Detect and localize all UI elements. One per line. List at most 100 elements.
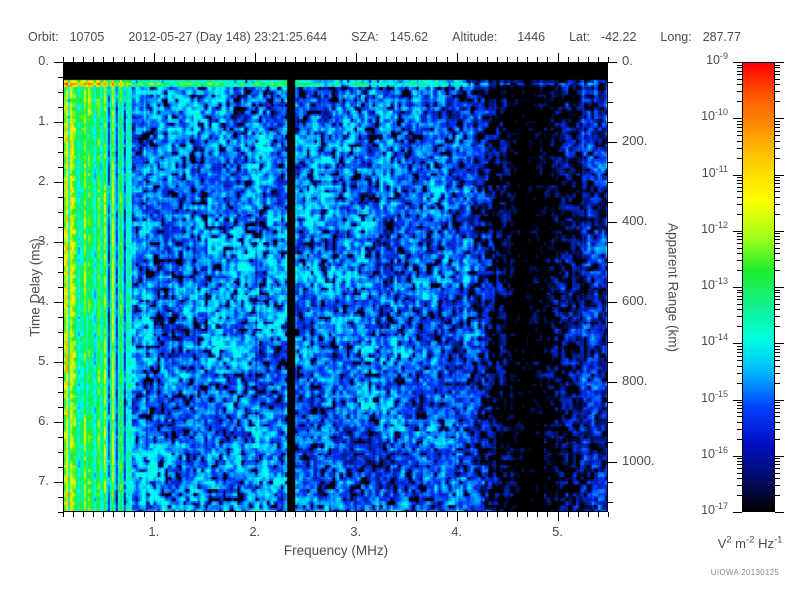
x-axis-minor-tick: [103, 512, 104, 517]
colorbar-minor-tick-left: [737, 197, 742, 198]
y-axis-minor-tick: [58, 92, 63, 93]
x-axis-minor-tick: [527, 512, 528, 517]
x-axis-minor-tick: [184, 512, 185, 517]
y-axis-tick-label: 4.: [38, 293, 49, 308]
x-axis-minor-tick: [588, 512, 589, 517]
colorbar-minor-tick-right: [775, 124, 780, 125]
colorbar-major-tick-left: [733, 400, 742, 401]
y-axis-major-tick: [54, 242, 63, 243]
y-axis-minor-tick: [58, 437, 63, 438]
colorbar-tick-label: 10-14: [701, 331, 728, 348]
colorbar-minor-tick-left: [737, 84, 742, 85]
y-axis-tick-label: 6.: [38, 413, 49, 428]
x-axis-minor-tick: [568, 512, 569, 517]
y2-axis-minor-tick: [608, 342, 613, 343]
y-axis-minor-tick: [58, 392, 63, 393]
x-axis-tick-top: [245, 57, 246, 62]
x-axis-major-tick: [558, 512, 559, 521]
y-axis-minor-tick: [58, 197, 63, 198]
y2-axis-minor-tick: [608, 482, 613, 483]
x-axis-tick-top: [235, 57, 236, 62]
x-axis-tick-top: [467, 57, 468, 62]
y2-axis-minor-tick: [608, 502, 613, 503]
orbit-label: Orbit:: [28, 30, 59, 44]
x-axis-tick-top: [113, 57, 114, 62]
colorbar-minor-tick-right: [775, 309, 780, 310]
x-axis-minor-tick: [124, 512, 125, 517]
y-axis-minor-tick: [58, 512, 63, 513]
x-axis-minor-tick: [436, 512, 437, 517]
colorbar-minor-tick-right: [775, 91, 780, 92]
colorbar-minor-tick-left: [737, 131, 742, 132]
y-axis-title-left: Time Delay (ms): [27, 238, 43, 337]
colorbar-major-tick-right: [775, 456, 784, 457]
colorbar-minor-tick-right: [775, 148, 780, 149]
y-axis-tick-label: 7.: [38, 473, 49, 488]
x-axis-tick-top: [477, 57, 478, 62]
y-axis-tick-label: 2.: [38, 173, 49, 188]
x-axis-minor-tick: [305, 512, 306, 517]
x-axis-tick-top: [154, 53, 155, 62]
colorbar-minor-tick-left: [737, 290, 742, 291]
colorbar-minor-tick-right: [775, 183, 780, 184]
colorbar-tick-label: 10-11: [701, 163, 728, 180]
y-axis-minor-tick: [58, 152, 63, 153]
x-axis-major-tick: [154, 512, 155, 521]
x-axis-tick-top: [63, 57, 64, 62]
x-axis-tick-top: [275, 57, 276, 62]
x-axis-tick-top: [507, 57, 508, 62]
colorbar-minor-tick-left: [737, 439, 742, 440]
colorbar-tick-label: 10-9: [706, 50, 728, 67]
x-axis-tick-top: [396, 57, 397, 62]
colorbar-minor-tick-left: [737, 326, 742, 327]
x-axis-minor-tick: [507, 512, 508, 517]
colorbar-minor-tick-left: [737, 180, 742, 181]
colorbar-minor-tick-left: [737, 236, 742, 237]
colorbar-minor-tick-left: [737, 233, 742, 234]
y-axis-minor-tick: [58, 317, 63, 318]
y-axis-minor-tick: [58, 227, 63, 228]
x-axis-tick-top: [608, 57, 609, 62]
colorbar-minor-tick-right: [775, 204, 780, 205]
colorbar-major-tick-right: [775, 343, 784, 344]
colorbar-minor-tick-left: [737, 183, 742, 184]
ionogram-spectrogram: [63, 62, 608, 512]
y2-axis-tick-label: 200.: [622, 133, 648, 148]
x-axis-tick-top: [124, 57, 125, 62]
x-axis-minor-tick: [346, 512, 347, 517]
x-axis-tick-top: [83, 57, 84, 62]
y-axis-minor-tick: [58, 497, 63, 498]
colorbar-minor-tick-right: [775, 299, 780, 300]
colorbar-minor-tick-left: [737, 101, 742, 102]
x-axis-tick-top: [416, 57, 417, 62]
x-axis-tick-top: [134, 57, 135, 62]
colorbar-minor-tick-left: [737, 270, 742, 271]
x-axis-tick-top: [457, 53, 458, 62]
colorbar-minor-tick-left: [737, 191, 742, 192]
colorbar-major-tick-right: [775, 231, 784, 232]
y-axis-major-tick: [54, 302, 63, 303]
colorbar-minor-tick-right: [775, 429, 780, 430]
y2-axis-minor-tick: [608, 262, 613, 263]
x-axis-minor-tick: [194, 512, 195, 517]
colorbar-minor-tick-left: [737, 74, 742, 75]
x-axis-tick-label: 3.: [350, 524, 362, 539]
colorbar-minor-tick-right: [775, 187, 780, 188]
y-axis-minor-tick: [58, 332, 63, 333]
colorbar-minor-tick-right: [775, 478, 780, 479]
x-axis-minor-tick: [598, 512, 599, 517]
colorbar-minor-tick-right: [775, 121, 780, 122]
x-axis-minor-tick: [396, 512, 397, 517]
colorbar-minor-tick-right: [775, 180, 780, 181]
colorbar-minor-tick-left: [737, 352, 742, 353]
colorbar-minor-tick-left: [737, 373, 742, 374]
colorbar-minor-tick-left: [737, 416, 742, 417]
colorbar-minor-tick-left: [737, 485, 742, 486]
colorbar-minor-tick-left: [737, 148, 742, 149]
colorbar-minor-tick-right: [775, 253, 780, 254]
y-axis-minor-tick: [58, 407, 63, 408]
colorbar-minor-tick-right: [775, 233, 780, 234]
colorbar-minor-tick-left: [737, 356, 742, 357]
x-axis-minor-tick: [214, 512, 215, 517]
colorbar-minor-tick-left: [737, 495, 742, 496]
